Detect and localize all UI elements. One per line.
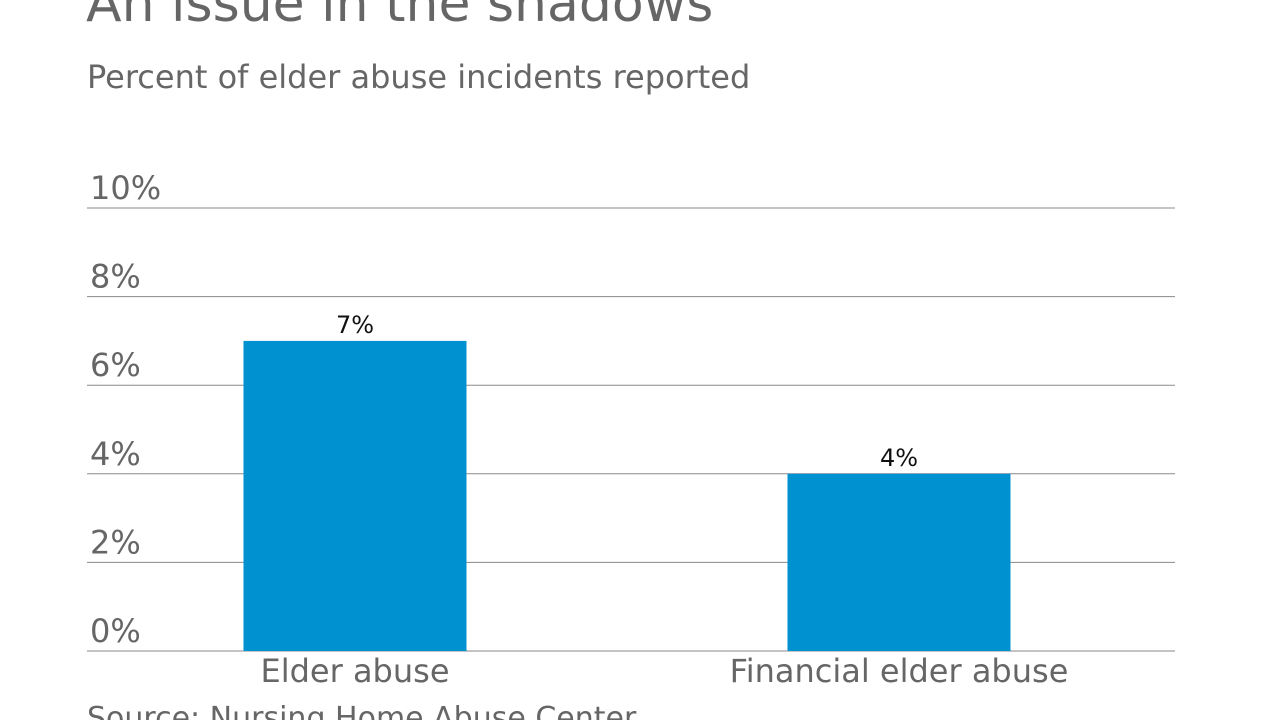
bar (243, 340, 467, 651)
bar (787, 473, 1011, 651)
y-tick-label: 2% (90, 523, 141, 561)
y-tick-label: 6% (90, 346, 141, 384)
x-axis-categories: Elder abuse Financial elder abuse (261, 652, 1069, 690)
bars (243, 340, 1011, 651)
y-tick-label: 4% (90, 435, 141, 473)
y-tick-label: 0% (90, 612, 141, 650)
data-label: 7% (336, 311, 374, 339)
source-note: Source: Nursing Home Abuse Center (87, 701, 637, 720)
y-tick-label: 10% (90, 169, 161, 207)
data-label: 4% (880, 444, 918, 472)
chart-subtitle: Percent of elder abuse incidents reporte… (87, 58, 751, 96)
chart-title: An issue in the shadows (86, 0, 714, 34)
y-axis-ticks: 0% 2% 4% 6% 8% 10% (90, 169, 161, 650)
data-labels: 7% 4% (336, 311, 918, 472)
x-category-label: Financial elder abuse (730, 652, 1069, 690)
y-tick-label: 8% (90, 258, 141, 296)
x-category-label: Elder abuse (261, 652, 450, 690)
